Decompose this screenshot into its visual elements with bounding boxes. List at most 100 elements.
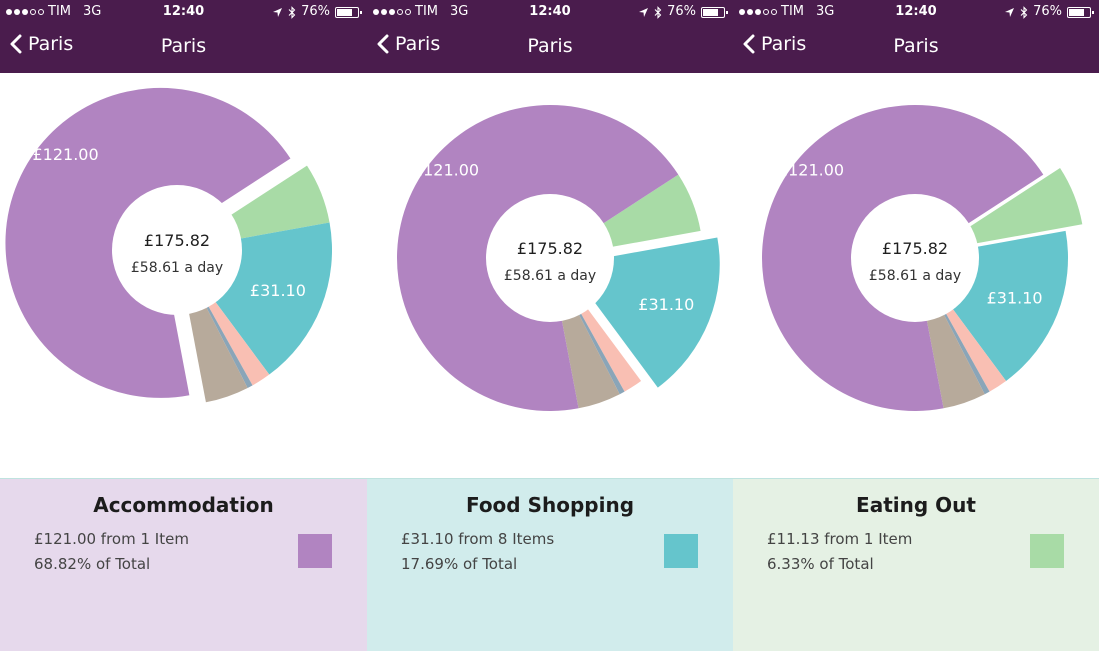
battery-level-fill xyxy=(337,8,352,16)
signal-dot xyxy=(739,9,745,15)
top-bar: TIM 3G 12:40 76% Paris Paris xyxy=(733,0,1099,73)
category-amount: £31.10 from 8 Items xyxy=(401,530,555,548)
signal-dot xyxy=(397,9,403,15)
signal-dot xyxy=(14,9,20,15)
back-label: Paris xyxy=(395,33,441,55)
category-info-panel: Food Shopping £31.10 from 8 Items 17.69%… xyxy=(367,478,733,651)
nav-bar: Paris Paris xyxy=(733,24,1099,73)
carrier-name: TIM xyxy=(415,4,438,19)
back-button[interactable]: Paris xyxy=(743,33,806,55)
slice-label-accommodation: £121.00 xyxy=(413,160,479,179)
battery-level-fill xyxy=(703,8,718,16)
nav-bar: Paris Paris xyxy=(0,24,367,73)
location-arrow-icon xyxy=(639,7,649,17)
signal-dot xyxy=(38,9,44,15)
battery-percent: 76% xyxy=(301,4,330,19)
signal-strength-icon xyxy=(373,9,411,15)
signal-dot xyxy=(30,9,36,15)
category-amount: £121.00 from 1 Item xyxy=(34,530,189,548)
status-left: TIM 3G xyxy=(6,0,101,24)
donut-chart: £31.10 £121.00 £175.82 £58.61 a day xyxy=(397,104,720,411)
slice-label-food-shopping: £31.10 xyxy=(250,281,306,300)
status-right: 76% xyxy=(272,0,362,24)
status-time: 12:40 xyxy=(529,4,571,19)
category-percent: 17.69% of Total xyxy=(401,555,518,573)
chart-area: £31.10 £121.00 £175.82 £58.61 a day xyxy=(0,73,367,478)
location-arrow-icon xyxy=(1005,7,1015,17)
daily-average: £58.61 a day xyxy=(504,268,596,284)
daily-average: £58.61 a day xyxy=(869,268,961,284)
category-percent: 68.82% of Total xyxy=(34,555,151,573)
screen-accommodation: TIM 3G 12:40 76% Paris Paris xyxy=(0,0,367,651)
chevron-left-icon xyxy=(743,34,755,54)
nav-bar: Paris Paris xyxy=(367,24,733,73)
category-title: Food Shopping xyxy=(465,493,635,517)
slice-label-food-shopping: £31.10 xyxy=(987,289,1043,308)
slice-label-accommodation: £121.00 xyxy=(33,145,99,164)
status-right: 76% xyxy=(1004,0,1094,24)
carrier-name: TIM xyxy=(781,4,804,19)
signal-strength-icon xyxy=(739,9,777,15)
back-label: Paris xyxy=(28,33,74,55)
battery-icon xyxy=(1067,6,1094,18)
status-bar: TIM 3G 12:40 76% xyxy=(733,0,1099,24)
location-arrow-icon xyxy=(273,7,283,17)
chart-area: £31.10 £121.00 £175.82 £58.61 a day xyxy=(367,73,733,478)
bluetooth-icon xyxy=(1020,5,1028,19)
slice-label-accommodation: £121.00 xyxy=(778,160,844,179)
donut-center xyxy=(851,194,979,322)
donut-chart: £31.10 £121.00 £175.82 £58.61 a day xyxy=(5,87,333,403)
bluetooth-icon xyxy=(288,5,296,19)
nav-title: Paris xyxy=(527,35,573,57)
top-bar: TIM 3G 12:40 76% Paris Paris xyxy=(0,0,367,73)
battery-percent: 76% xyxy=(667,4,696,19)
category-info-panel: Eating Out £11.13 from 1 Item 6.33% of T… xyxy=(733,478,1099,651)
signal-dot xyxy=(373,9,379,15)
category-color-swatch xyxy=(298,534,332,568)
category-info-panel: Accommodation £121.00 from 1 Item 68.82%… xyxy=(0,478,367,651)
screen-eating-out: TIM 3G 12:40 76% Paris Paris xyxy=(733,0,1099,651)
status-time: 12:40 xyxy=(162,4,205,19)
signal-dot xyxy=(771,9,777,15)
signal-dot xyxy=(405,9,411,15)
battery-icon xyxy=(701,6,728,18)
total-amount: £175.82 xyxy=(517,239,583,258)
status-left: TIM 3G xyxy=(739,0,834,24)
status-right: 76% xyxy=(638,0,728,24)
signal-dot xyxy=(755,9,761,15)
chevron-left-icon xyxy=(10,34,22,54)
network-type: 3G xyxy=(83,4,102,19)
signal-dot xyxy=(6,9,12,15)
top-bar: TIM 3G 12:40 76% Paris Paris xyxy=(367,0,733,73)
donut-center xyxy=(486,194,614,322)
carrier-name: TIM xyxy=(48,4,71,19)
signal-dot xyxy=(747,9,753,15)
signal-dot xyxy=(763,9,769,15)
back-button[interactable]: Paris xyxy=(377,33,440,55)
screen-food-shopping: TIM 3G 12:40 76% Paris Paris xyxy=(367,0,733,651)
nav-title: Paris xyxy=(893,35,939,57)
battery-icon xyxy=(335,6,362,18)
battery-level-fill xyxy=(1069,8,1084,16)
category-color-swatch xyxy=(1030,534,1064,568)
signal-dot xyxy=(389,9,395,15)
total-amount: £175.82 xyxy=(882,239,948,258)
status-left: TIM 3G xyxy=(373,0,468,24)
total-amount: £175.82 xyxy=(144,231,210,250)
category-title: Accommodation xyxy=(93,493,274,517)
status-bar: TIM 3G 12:40 76% xyxy=(0,0,367,24)
back-label: Paris xyxy=(761,33,807,55)
battery-percent: 76% xyxy=(1033,4,1062,19)
signal-dot xyxy=(22,9,28,15)
category-percent: 6.33% of Total xyxy=(767,555,874,573)
bluetooth-icon xyxy=(654,5,662,19)
chart-area: £31.10 £121.00 £175.82 £58.61 a day xyxy=(733,73,1099,478)
status-time: 12:40 xyxy=(895,4,937,19)
signal-strength-icon xyxy=(6,9,44,15)
network-type: 3G xyxy=(816,4,835,19)
back-button[interactable]: Paris xyxy=(10,33,73,55)
chevron-left-icon xyxy=(377,34,389,54)
network-type: 3G xyxy=(450,4,469,19)
donut-chart: £31.10 £121.00 £175.82 £58.61 a day xyxy=(762,104,1083,411)
